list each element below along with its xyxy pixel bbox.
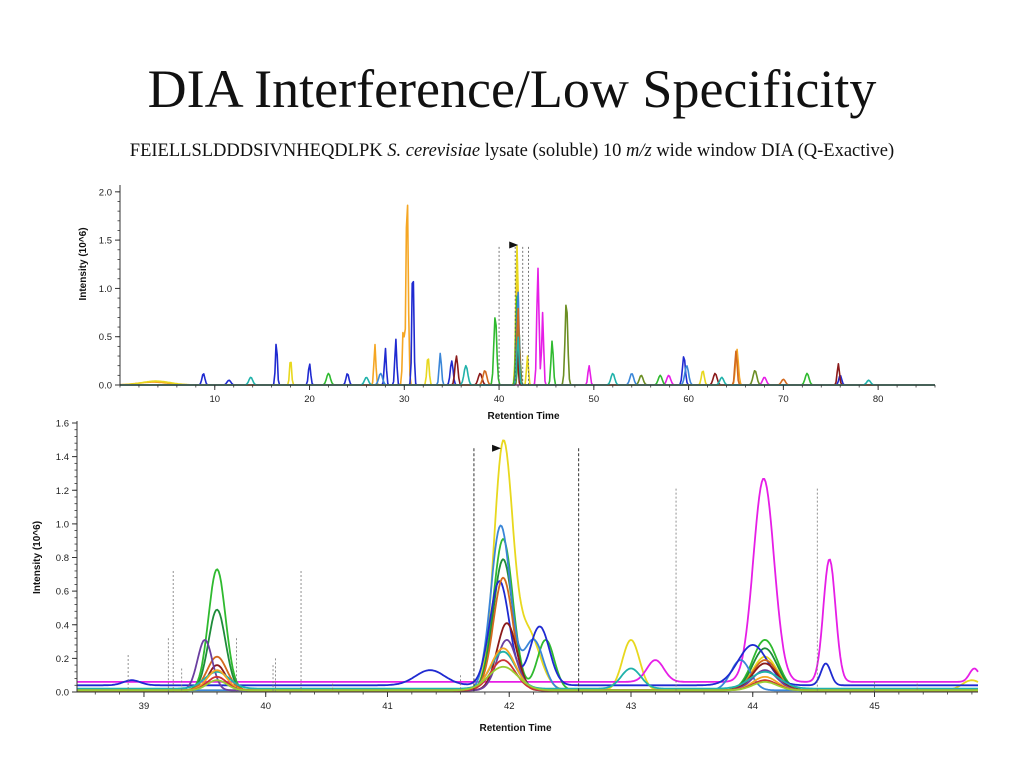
chart1-x-tick-label-70: 70: [778, 394, 789, 405]
chart1-series-line-4: [120, 295, 935, 386]
chart1-x-tick-label-10: 10: [209, 394, 220, 405]
chart2-y-tick-label-1.6: 1.6: [56, 419, 69, 430]
chart2-y-tick-label-0.2: 0.2: [56, 654, 69, 665]
subtitle-mid: lysate (soluble) 10: [484, 141, 622, 161]
chart1-series-line-1: [120, 280, 935, 386]
subtitle-peptide: FEIELLSLDDDSIVNHEQDLPK: [129, 141, 383, 161]
chart2-series-line-12: [77, 665, 978, 692]
chart1-peak-marker-0: [509, 241, 519, 249]
slide-subtitle: FEIELLSLDDDSIVNHEQDLPK S. cerevisiae lys…: [0, 141, 1024, 162]
chart1-y-tick-label-1: 1.0: [99, 284, 112, 295]
chart1-x-axis-label: Retention Time: [487, 411, 559, 422]
chart1-x-tick-label-60: 60: [683, 394, 694, 405]
chart1-x-tick-label-50: 50: [589, 394, 600, 405]
chart1-x-tick-label-80: 80: [873, 394, 884, 405]
chart1-series-line-3: [120, 245, 935, 386]
chart1-series-line-2: [120, 267, 935, 386]
chart2-x-tick-label-41: 41: [382, 701, 393, 712]
chart2-peak-marker-0: [492, 444, 502, 452]
chart2-y-tick-label-0.6: 0.6: [56, 587, 69, 598]
chart1-series-line-7: [120, 291, 935, 386]
chart1-y-tick-label-0.5: 0.5: [99, 332, 112, 343]
chart2-x-tick-label-45: 45: [869, 701, 880, 712]
chart1-y-tick-label-0: 0.0: [99, 381, 112, 392]
chart2-x-axis-label: Retention Time: [479, 723, 551, 734]
chart2-y-tick-label-0: 0.0: [56, 688, 69, 699]
chart2-y-tick-label-0.8: 0.8: [56, 553, 69, 564]
chart2-x-tick-label-44: 44: [747, 701, 758, 712]
subtitle-species: S. cerevisiae: [387, 141, 481, 161]
chart2-y-tick-label-0.4: 0.4: [56, 620, 69, 631]
chart2-x-tick-label-42: 42: [504, 701, 515, 712]
chart1-x-tick-label-30: 30: [399, 394, 410, 405]
chart1-y-tick-label-1.5: 1.5: [99, 236, 112, 247]
chart2-series-line-0: [77, 439, 979, 692]
chart1-series-line-8: [120, 307, 935, 386]
chart2-y-tick-label-1: 1.0: [56, 519, 69, 530]
chart2-series-line-1: [77, 478, 979, 683]
chart1-series-line-5: [120, 304, 935, 386]
chart2-x-tick-label-43: 43: [626, 701, 637, 712]
subtitle-tail: wide window DIA (Q-Exactive): [656, 141, 895, 161]
chart1-x-tick-label-20: 20: [304, 394, 315, 405]
chart2-x-tick-label-40: 40: [260, 701, 271, 712]
chart2-x-tick-label-39: 39: [139, 701, 150, 712]
slide-title: DIA Interference/Low Specificity: [147, 59, 877, 119]
chart2-y-tick-label-1.2: 1.2: [56, 486, 69, 497]
chart2-y-tick-label-1.4: 1.4: [56, 452, 69, 463]
chart1-y-tick-label-2: 2.0: [99, 187, 112, 198]
chart2-series-line-4: [77, 524, 978, 692]
chart2-y-axis-label: Intensity (10^6): [32, 521, 43, 594]
subtitle-mz: m/z: [625, 141, 652, 161]
chart1-x-tick-label-40: 40: [494, 394, 505, 405]
chart1-y-axis-label: Intensity (10^6): [78, 227, 89, 300]
